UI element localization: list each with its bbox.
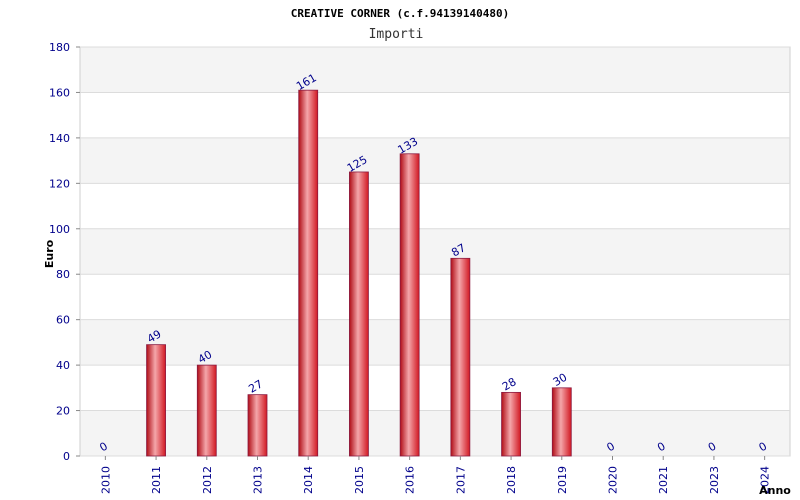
x-tick-label: 2017 (454, 466, 467, 494)
chart-title: CREATIVE CORNER (c.f.94139140480) (291, 7, 510, 20)
grid-band (80, 319, 790, 366)
plot-bands (80, 47, 790, 456)
data-label-2011: 49 (145, 328, 164, 346)
grid-band (80, 183, 790, 229)
y-axis-label: Euro (43, 239, 56, 268)
y-tick-label: 160 (49, 86, 70, 99)
y-tick-label: 140 (49, 132, 70, 145)
grid-band (80, 410, 790, 456)
x-tick-label: 2019 (556, 466, 569, 494)
x-tick-label: 2024 (759, 466, 772, 494)
x-tick-label: 2021 (657, 466, 670, 494)
grid-band (80, 274, 790, 320)
y-axis: 0 20 40 60 80 100 120 140 160 180 (49, 41, 80, 463)
bar-2012 (196, 364, 217, 457)
y-tick-label: 80 (56, 268, 70, 281)
data-label-2017: 87 (449, 241, 468, 259)
bars (146, 89, 572, 457)
bar-2019 (551, 387, 572, 457)
y-tick-label: 180 (49, 41, 70, 54)
x-tick-label: 2018 (505, 466, 518, 494)
grid-band (80, 92, 790, 138)
bar-2011 (146, 344, 166, 457)
bar-2017 (450, 257, 471, 457)
x-axis: 2010 2011 2012 2013 2014 2015 2016 2017 2018 2019… (99, 456, 772, 494)
grid-band (80, 365, 790, 411)
bar-2015 (349, 171, 369, 457)
x-tick-label: 2010 (99, 466, 112, 494)
data-label-2018: 28 (500, 375, 519, 393)
gridlines (80, 46, 790, 457)
data-label-2012: 40 (196, 348, 215, 366)
x-tick-label: 2013 (252, 466, 265, 494)
grid-band (80, 228, 790, 275)
x-tick-label: 2020 (607, 466, 620, 494)
y-tick-label: 40 (56, 359, 70, 372)
y-tick-label: 60 (56, 314, 70, 327)
x-tick-label: 2012 (201, 466, 214, 494)
data-label-2019: 30 (551, 371, 570, 389)
x-tick-label: 2023 (708, 466, 721, 494)
y-tick-label: 0 (63, 450, 70, 463)
y-tick-label: 100 (49, 223, 70, 236)
x-tick-label: 2015 (353, 466, 366, 494)
bar-2014 (298, 89, 319, 457)
grid-band (80, 137, 790, 184)
bar-2018 (501, 391, 521, 457)
data-label-2013: 27 (246, 377, 265, 395)
bar-2013 (247, 394, 268, 457)
chart-subtitle: Importi (369, 27, 424, 42)
x-tick-label: 2016 (404, 466, 417, 494)
bar-2016 (399, 153, 420, 457)
x-tick-label: 2011 (150, 466, 163, 494)
x-axis-label: Anno (759, 484, 791, 497)
y-tick-label: 120 (49, 177, 70, 190)
x-tick-label: 2014 (302, 466, 315, 494)
y-tick-label: 20 (56, 405, 70, 418)
grid-band (80, 47, 790, 93)
